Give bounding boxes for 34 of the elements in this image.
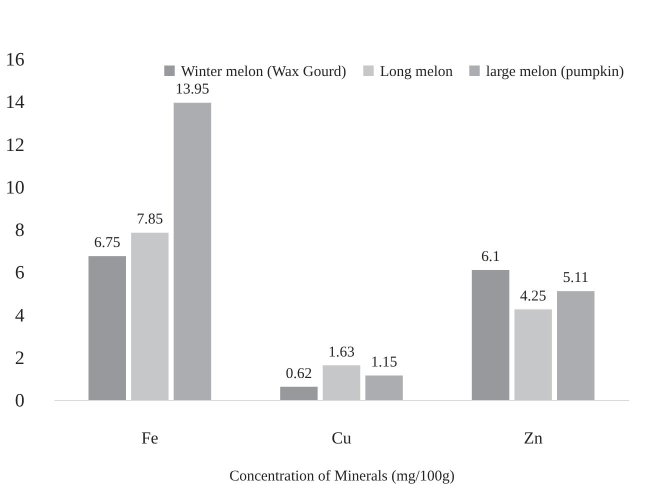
x-axis-title: Concentration of Minerals (mg/100g): [229, 468, 455, 484]
y-tick-label: 8: [15, 220, 24, 241]
data-label: 4.25: [520, 288, 546, 304]
data-label: 6.75: [94, 235, 120, 252]
y-tick-label: 4: [15, 305, 25, 326]
x-tick-label: Fe: [141, 428, 158, 448]
data-label: 0.62: [286, 366, 312, 382]
data-label: 6.1: [481, 248, 500, 265]
y-tick-label: 12: [6, 134, 24, 156]
x-tick-label: Cu: [332, 428, 352, 448]
data-label: 1.15: [370, 354, 398, 370]
y-tick-label: 14: [6, 92, 25, 114]
y-tick-label: 6: [15, 262, 24, 284]
legend-label: large melon (pumpkin): [486, 64, 624, 80]
bar: [557, 291, 594, 400]
data-label: 7.85: [136, 212, 163, 228]
bar: [322, 365, 360, 400]
y-tick-label: 0: [15, 390, 24, 412]
bar: [472, 270, 510, 400]
y-tick-label: 2: [15, 348, 24, 369]
legend-label: Long melon: [380, 64, 454, 80]
bar: [88, 256, 126, 400]
data-label: 5.11: [562, 270, 589, 286]
x-tick-label: Zn: [524, 428, 544, 448]
y-tick-label: 16: [6, 50, 24, 70]
data-label: 1.63: [328, 344, 355, 360]
bar: [174, 102, 212, 400]
bar: [131, 232, 169, 400]
bar: [365, 375, 403, 400]
bar: [280, 386, 318, 400]
bar: [514, 309, 552, 400]
data-label: 13.95: [176, 82, 210, 98]
legend-label: Winter melon (Wax Gourd): [181, 64, 346, 80]
y-tick-label: 10: [6, 177, 24, 198]
